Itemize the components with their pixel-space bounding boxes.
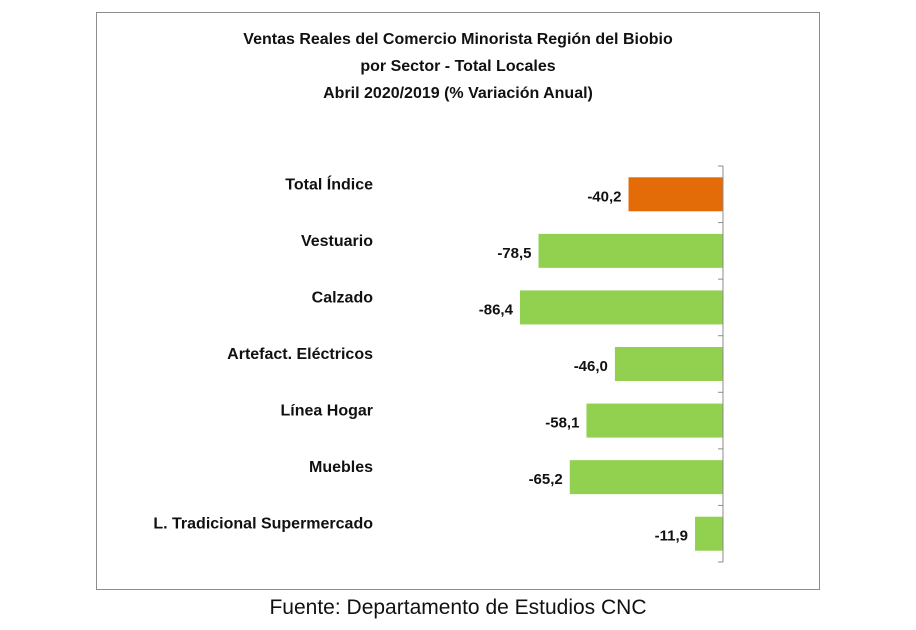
category-label: L. Tradicional Supermercado — [153, 516, 373, 533]
category-label: Calzado — [312, 289, 374, 306]
data-label: -65,2 — [529, 471, 563, 488]
chart-title-line-1: Ventas Reales del Comercio Minorista Reg… — [243, 31, 673, 48]
bar — [569, 460, 723, 495]
data-label: -86,4 — [479, 301, 514, 318]
source-note: Fuente: Departamento de Estudios CNC — [269, 596, 647, 619]
bar — [538, 233, 723, 268]
chart-title: Ventas Reales del Comercio Minorista Reg… — [96, 26, 820, 107]
data-label: -78,5 — [497, 245, 531, 262]
category-label: Muebles — [309, 459, 373, 476]
bar — [614, 347, 723, 381]
category-label: Artefact. Eléctricos — [227, 346, 373, 363]
chart-title-line-2: por Sector - Total Locales — [360, 58, 556, 75]
chart-frame — [96, 12, 820, 590]
data-label: -58,1 — [545, 415, 579, 432]
bar — [628, 177, 723, 212]
bar — [695, 516, 723, 551]
category-label: Línea Hogar — [281, 403, 373, 420]
data-label: -40,2 — [587, 188, 621, 205]
category-label: Total Índice — [285, 174, 373, 193]
chart-title-line-3: Abril 2020/2019 (% Variación Anual) — [323, 85, 593, 102]
data-label: -46,0 — [574, 358, 608, 375]
data-label: -11,9 — [655, 528, 688, 545]
category-label: Vestuario — [301, 233, 373, 250]
bar — [519, 290, 723, 325]
bar — [586, 403, 723, 438]
